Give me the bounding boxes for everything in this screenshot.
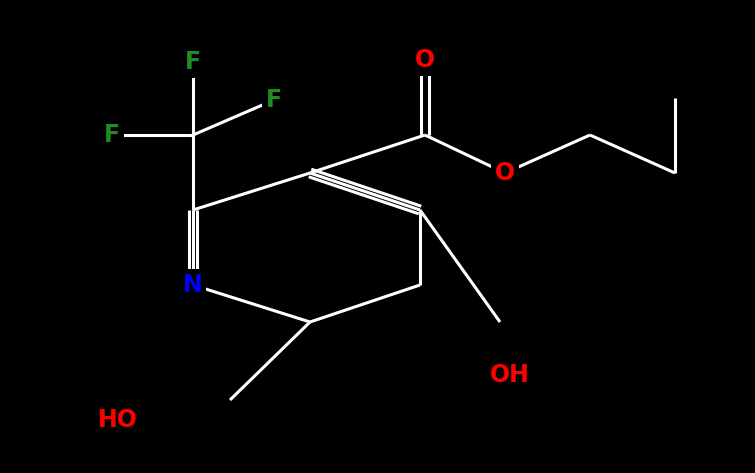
- Text: N: N: [183, 273, 203, 297]
- Text: F: F: [104, 123, 120, 147]
- Text: HO: HO: [98, 408, 138, 432]
- Text: O: O: [495, 161, 515, 185]
- Text: F: F: [266, 88, 282, 112]
- Text: F: F: [185, 50, 201, 74]
- Text: OH: OH: [490, 363, 530, 387]
- Text: O: O: [415, 48, 435, 72]
